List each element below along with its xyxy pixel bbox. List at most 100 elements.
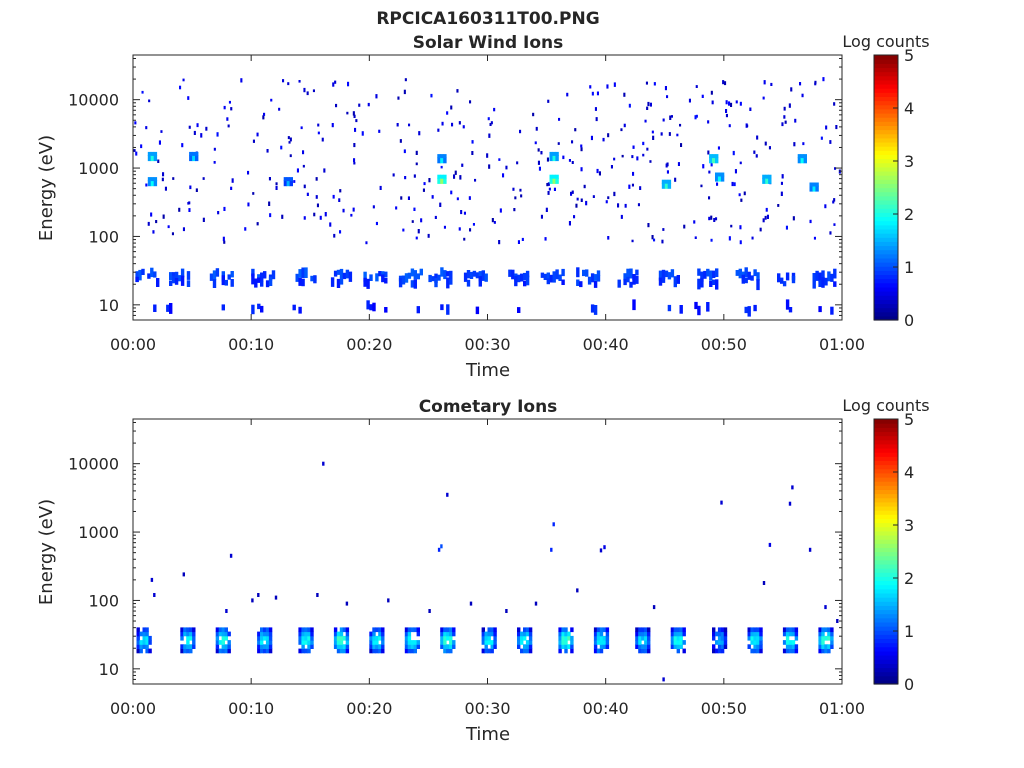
spectrogram-cell [180,648,184,654]
spectrogram-cell [313,212,316,217]
spectrogram-cell [410,648,415,654]
panel-cometary: Cometary Ions 00:00 00:10 00:20 00:30 00:40 0… [36,396,930,745]
spectrogram-cell [413,207,416,211]
spectrogram-cell [780,191,783,196]
spectrogram-cell [525,627,530,633]
spectrogram-cell [644,631,648,637]
spectrogram-cell [716,182,719,186]
spectrogram-cell [712,627,716,633]
spectrogram-cell [561,644,565,649]
spectrogram-cell [493,635,497,641]
spectrogram-cell [169,281,173,286]
spectrogram-cell [213,147,216,151]
spectrogram-cell [525,275,530,286]
spectrogram-cell [268,635,273,641]
spectrogram-cell [317,123,320,127]
spectrogram-cell [460,210,463,215]
spectrogram-cell [493,644,497,649]
spectrogram-peak [555,151,559,156]
spectrogram-cell [446,271,450,277]
spectrogram-cell [212,279,217,288]
spectrogram-cell [215,644,220,649]
spectrogram-cell [142,631,146,637]
spectrogram-cell [782,631,787,637]
spectrogram-cell [410,280,415,288]
y-tick-label: 1000 [78,159,119,178]
spectrogram-cell [794,648,799,654]
spectrogram-cell [818,627,822,633]
spectrogram-cell [410,640,415,645]
spectrogram-cell [558,627,562,633]
colorbar-step [874,150,898,155]
spectrogram-cell [728,101,731,106]
spectrogram-cell [169,303,173,314]
spectrogram-cell [375,648,379,654]
spectrogram-cell [791,640,796,645]
spectrogram-cell [523,272,527,281]
spectrogram-cell [833,223,836,226]
colorbar-step [874,505,898,511]
spectrogram-cell [635,275,639,284]
spectrogram-cell [788,648,793,654]
spectrogram-cell [270,98,273,102]
spectrogram-cell [728,124,731,128]
spectrogram-cell [570,640,574,645]
spectrogram-cell [410,644,415,649]
spectrogram-cell [788,627,793,633]
spectrogram-cell [818,640,822,645]
spectrogram-cell [301,640,305,645]
spectrogram-peak [437,174,441,179]
spectrogram-cell [139,640,143,645]
spectrogram-cell [661,276,666,283]
spectrogram-cell [570,635,574,641]
spectrogram-cell [310,640,314,645]
spectrogram-cell [443,635,447,641]
spectrogram-cell [247,170,250,175]
spectrogram-cell [212,270,217,281]
spectrogram-cell [145,648,149,654]
spectrogram-cell [498,158,501,161]
spectrogram-cell [753,640,757,645]
spectrogram-cell [416,640,420,645]
spectrogram-cell [558,274,562,281]
colorbar-frame [873,54,899,321]
spectrogram-cell [580,198,583,202]
spectrogram-cell [319,215,322,220]
spectrogram-cell [489,123,492,126]
spectrogram-cell [280,145,283,150]
spectrogram-cell [312,89,315,93]
spectrogram-peak [715,175,719,182]
colorbar-step [874,667,898,673]
colorbar-tick-label: 1 [904,258,914,277]
spectrogram-cell [707,120,710,124]
spectrogram-cell [446,635,450,641]
spectrogram-cell [449,635,453,641]
spectrogram-cell [661,269,666,280]
spectrogram-cell [407,640,412,645]
colorbar-step [874,233,898,238]
spectrogram-cell [189,631,193,637]
spectrogram-cell [263,627,267,633]
spectrogram-cell [679,123,682,127]
colorbar-step [874,534,898,540]
spectrogram-cell [301,267,305,278]
spectrogram-cell [523,627,527,633]
spectrogram-cell [644,644,648,649]
spectrogram-peak [150,180,155,187]
spectrogram-cell [750,648,754,654]
spectrogram-cell [712,631,716,637]
spectrogram-cell [333,627,338,633]
spectrogram-peak [552,151,556,156]
spectrogram-cell [263,112,266,116]
spectrogram-cell [404,273,409,283]
spectrogram-cell [623,123,626,128]
spectrogram-point [550,547,553,552]
spectrogram-point [440,544,443,549]
spectrogram-cell [289,154,292,158]
spectrogram-cell [301,627,305,633]
colorbar-tick-label: 1 [904,622,914,641]
spectrogram-cell [491,218,494,223]
spectrogram-peak [195,155,199,162]
spectrogram-cell [339,648,344,654]
colorbar-label-solar-wind: Log counts [842,32,929,51]
